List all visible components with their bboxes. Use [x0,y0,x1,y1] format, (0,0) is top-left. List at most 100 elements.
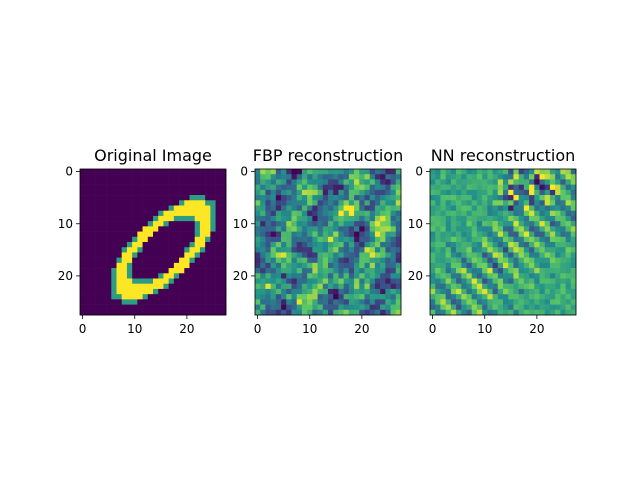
heatmap-cell [142,288,149,295]
heatmap-cell [173,221,180,227]
heatmap-cell [374,268,381,274]
heatmap-cell [286,278,292,285]
heatmap-cell [215,195,222,201]
heatmap-cell [492,231,499,238]
heatmap-cell [354,257,360,264]
heatmap-cell [440,273,446,279]
heatmap-cell [343,242,350,248]
heatmap-cell [255,262,261,269]
heatmap-cell [158,294,164,300]
heatmap-cell [354,195,360,201]
heatmap-cell [385,200,391,206]
heatmap-cell [348,226,355,232]
heatmap-cell [137,278,143,285]
heatmap-cell [461,299,467,305]
heatmap-cell [508,247,514,253]
heatmap-cell [482,200,488,206]
heatmap-cell [137,231,143,238]
heatmap-cell [265,283,271,290]
heatmap-cell [142,304,149,311]
heatmap-cell [471,268,478,274]
heatmap-cell [85,242,91,248]
heatmap-cell [497,288,504,295]
heatmap-cell [359,184,365,191]
heatmap-cell [265,184,271,191]
heatmap-cell [364,262,371,269]
heatmap-cell [476,169,483,175]
heatmap-cell [168,309,175,316]
heatmap-cell [518,205,525,212]
heatmap-cell [456,268,462,274]
heatmap-cell [570,283,577,290]
heatmap-cell [111,205,117,212]
heatmap-cell [487,231,493,238]
heatmap-cell [265,247,271,253]
heatmap-cell [435,226,441,232]
heatmap-cell [210,257,216,264]
heatmap-cell [265,299,271,305]
heatmap-cell [85,294,91,300]
heatmap-cell [476,262,483,269]
heatmap-cell [369,268,376,274]
heatmap-cell [260,247,266,253]
heatmap-cell [106,215,112,222]
heatmap-cell [307,242,313,248]
heatmap-cell [168,221,175,227]
heatmap-cell [544,288,551,295]
heatmap-cell [570,304,577,311]
heatmap-cell [106,189,112,196]
heatmap-cell [142,231,149,238]
heatmap-cell [503,283,509,290]
heatmap-cell [291,169,298,175]
heatmap-cell [312,215,318,222]
heatmap-cell [132,299,138,305]
heatmap-cell [220,174,227,180]
heatmap-cell [265,205,271,212]
heatmap-cell [301,231,308,238]
heatmap-cell [508,210,514,217]
heatmap-cell [275,195,282,201]
heatmap-cell [343,304,350,311]
heatmap-cell [275,262,282,269]
heatmap-cell [570,169,577,175]
heatmap-cell [168,262,175,269]
heatmap-cell [312,174,318,180]
heatmap-cell [445,236,452,243]
heatmap-cell [137,242,143,248]
heatmap-cell [374,174,381,180]
heatmap-cell [142,184,149,191]
heatmap-cell [137,273,143,279]
heatmap-cell [513,257,519,264]
heatmap-cell [354,304,360,311]
heatmap-cell [270,179,277,185]
heatmap-cell [450,200,457,206]
heatmap-cell [364,247,371,253]
heatmap-cell [476,242,483,248]
heatmap-cell [385,195,391,201]
heatmap-cell [100,200,107,206]
heatmap-cell [487,184,493,191]
heatmap-cell [184,242,190,248]
heatmap-cell [270,189,277,196]
heatmap-cell [364,184,371,191]
heatmap-cell [471,278,478,285]
heatmap-cell [359,247,365,253]
heatmap-cell [312,179,318,185]
heatmap-cell [456,231,462,238]
heatmap-cell [199,195,206,201]
heatmap-cell [301,309,308,316]
heatmap-cell [132,174,138,180]
heatmap-cell [328,278,334,285]
heatmap-cell [492,294,499,300]
heatmap-cell [476,268,483,274]
heatmap-cell [518,231,525,238]
heatmap-cell [456,242,462,248]
heatmap-cell [158,210,164,217]
heatmap-cell [90,294,96,300]
heatmap-cell [549,288,556,295]
heatmap-cell [348,231,355,238]
heatmap-cell [322,195,329,201]
heatmap-cell [106,299,112,305]
heatmap-cell [111,226,117,232]
